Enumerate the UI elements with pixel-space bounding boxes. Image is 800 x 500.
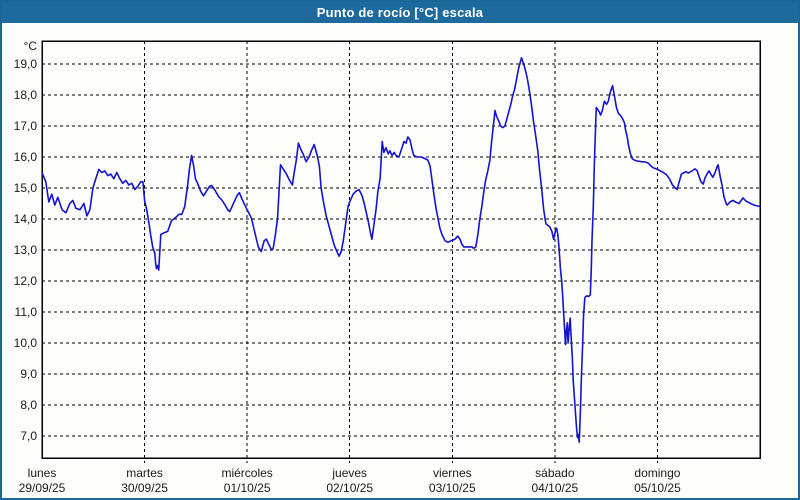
x-date-label: 01/10/25: [224, 481, 271, 495]
y-tick-label: 16,0: [14, 150, 38, 164]
window-title: Punto de rocío [°C] escala: [316, 5, 484, 20]
x-date-label: 29/09/25: [19, 481, 66, 495]
x-day-label: martes: [126, 466, 163, 480]
y-tick-label: 10,0: [14, 336, 38, 350]
y-tick-label: 8,0: [20, 398, 37, 412]
y-tick-label: 17,0: [14, 119, 38, 133]
x-day-label: jueves: [331, 466, 367, 480]
title-bar: Punto de rocío [°C] escala: [2, 2, 798, 23]
y-tick-label: 13,0: [14, 243, 38, 257]
x-day-label: viernes: [433, 466, 472, 480]
dewpoint-line: [41, 56, 761, 444]
x-date-label: 02/10/25: [326, 481, 373, 495]
x-date-label: 05/10/25: [634, 481, 681, 495]
y-tick-label: 19,0: [14, 57, 38, 71]
x-day-label: domingo: [634, 466, 680, 480]
plot-frame: [41, 40, 761, 459]
y-unit-label: °C: [24, 39, 38, 53]
x-date-label: 04/10/25: [531, 481, 578, 495]
x-day-label: sábado: [535, 466, 575, 480]
y-tick-label: 11,0: [15, 305, 38, 319]
y-tick-label: 9,0: [20, 367, 37, 381]
x-day-label: lunes: [28, 466, 57, 480]
x-date-label: 03/10/25: [429, 481, 476, 495]
x-date-label: 30/09/25: [121, 481, 168, 495]
x-day-label: miércoles: [221, 466, 272, 480]
y-tick-label: 14,0: [14, 212, 38, 226]
y-tick-label: 15,0: [14, 181, 38, 195]
y-tick-label: 7,0: [20, 429, 37, 443]
y-tick-label: 18,0: [14, 88, 38, 102]
y-tick-label: 12,0: [14, 274, 38, 288]
